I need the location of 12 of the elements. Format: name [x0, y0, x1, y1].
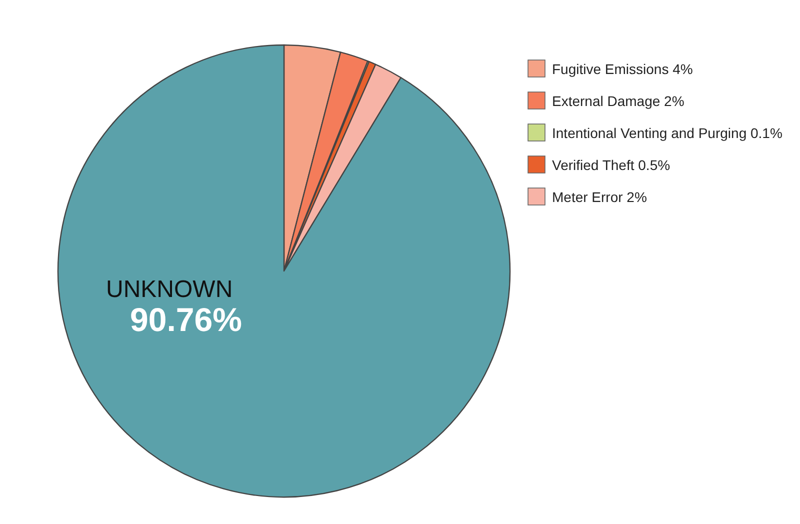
data-label: 0.1%: [750, 125, 782, 141]
legend-label: Fugitive Emissions: [552, 61, 669, 77]
data-label: 4%: [672, 61, 693, 77]
legend-label: Verified Theft: [552, 157, 634, 173]
data-label: 0.5%: [638, 157, 670, 173]
data-label: 2%: [626, 189, 647, 205]
slice-label: UNKNOWN: [106, 276, 233, 303]
data-label: 2%: [664, 93, 684, 109]
data-label: 90.76%: [130, 301, 242, 338]
legend-label: External Damage: [552, 93, 660, 109]
legend-label: Intentional Venting and Purging: [552, 125, 747, 141]
legend-label: Meter Error: [552, 189, 623, 205]
